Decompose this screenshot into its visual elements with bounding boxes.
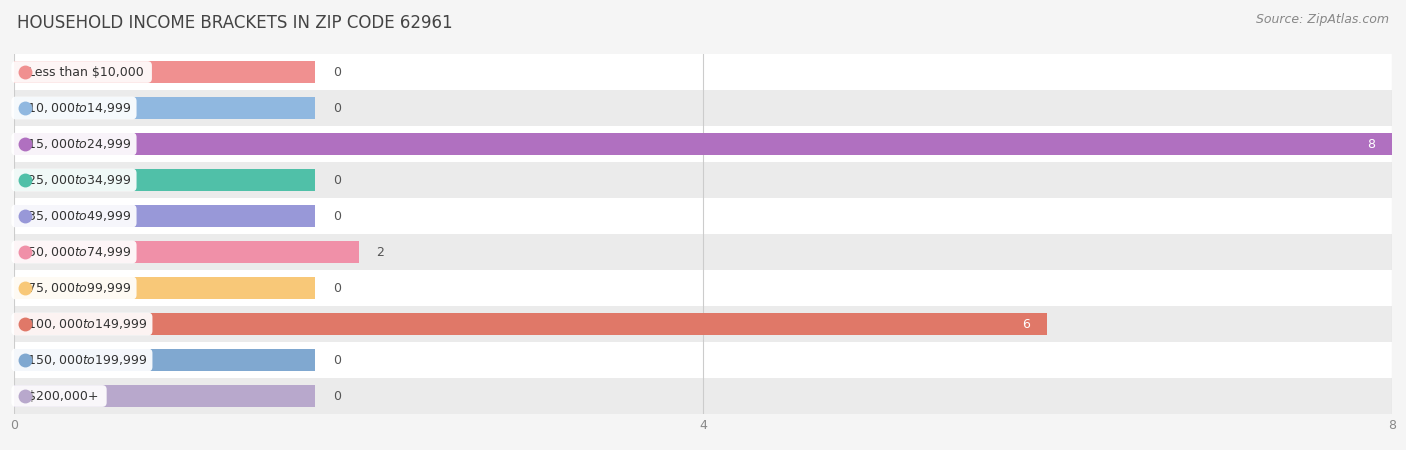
Text: Less than $10,000: Less than $10,000 — [15, 66, 148, 78]
Bar — [14, 277, 315, 299]
Text: $75,000 to $99,999: $75,000 to $99,999 — [15, 281, 132, 295]
Bar — [14, 90, 1392, 126]
Bar — [14, 378, 1392, 414]
Text: 2: 2 — [375, 246, 384, 258]
Bar — [14, 241, 359, 263]
Bar — [14, 97, 315, 119]
Text: $25,000 to $34,999: $25,000 to $34,999 — [15, 173, 132, 187]
Bar — [14, 54, 1392, 90]
Text: $15,000 to $24,999: $15,000 to $24,999 — [15, 137, 132, 151]
Bar — [14, 126, 1392, 162]
Text: $150,000 to $199,999: $150,000 to $199,999 — [15, 353, 148, 367]
Bar — [14, 313, 1047, 335]
Text: HOUSEHOLD INCOME BRACKETS IN ZIP CODE 62961: HOUSEHOLD INCOME BRACKETS IN ZIP CODE 62… — [17, 14, 453, 32]
Bar — [14, 234, 1392, 270]
Text: 0: 0 — [333, 174, 340, 186]
Bar — [14, 205, 315, 227]
Text: 0: 0 — [333, 66, 340, 78]
Text: 8: 8 — [1367, 138, 1375, 150]
Bar — [14, 133, 1392, 155]
Text: 0: 0 — [333, 354, 340, 366]
Text: 0: 0 — [333, 282, 340, 294]
Text: 0: 0 — [333, 210, 340, 222]
Bar — [14, 198, 1392, 234]
Text: Source: ZipAtlas.com: Source: ZipAtlas.com — [1256, 14, 1389, 27]
Text: 6: 6 — [1022, 318, 1031, 330]
Text: $10,000 to $14,999: $10,000 to $14,999 — [15, 101, 132, 115]
Bar — [14, 270, 1392, 306]
Text: $35,000 to $49,999: $35,000 to $49,999 — [15, 209, 132, 223]
Bar — [14, 61, 315, 83]
Bar — [14, 385, 315, 407]
Bar — [14, 169, 315, 191]
Bar — [14, 162, 1392, 198]
Bar — [14, 342, 1392, 378]
Bar — [14, 306, 1392, 342]
Bar — [14, 349, 315, 371]
Text: $50,000 to $74,999: $50,000 to $74,999 — [15, 245, 132, 259]
Text: 0: 0 — [333, 390, 340, 402]
Text: $200,000+: $200,000+ — [15, 390, 103, 402]
Text: $100,000 to $149,999: $100,000 to $149,999 — [15, 317, 148, 331]
Text: 0: 0 — [333, 102, 340, 114]
